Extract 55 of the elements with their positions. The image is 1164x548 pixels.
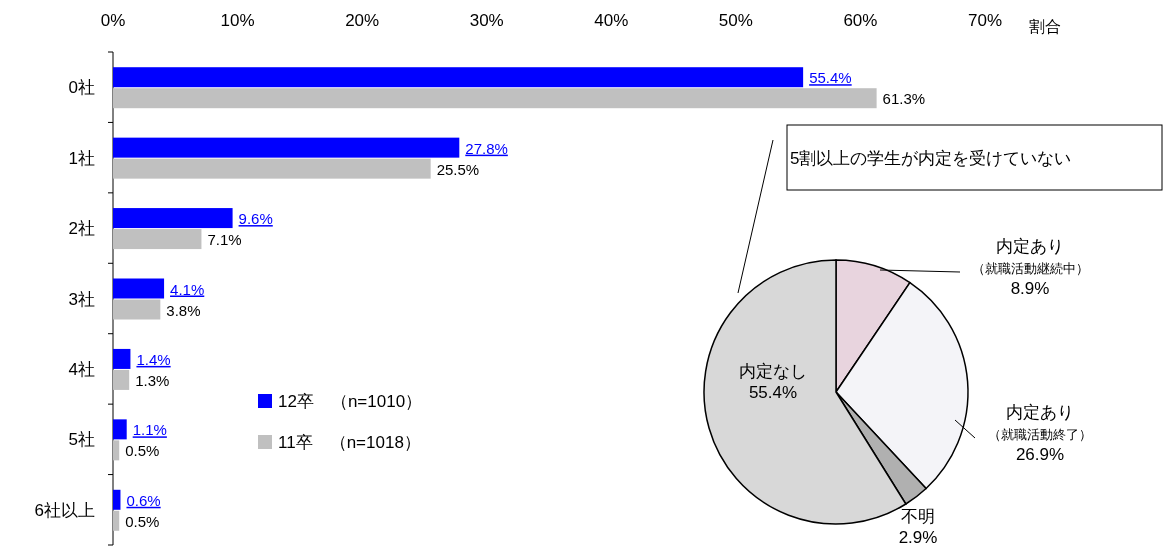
bar (113, 229, 202, 250)
data-label: 26.9% (1015, 445, 1065, 464)
y-tick-label: 6社以上 (34, 500, 95, 520)
data-label: 0.6% (126, 491, 161, 509)
annotation: 5割以上の学生が内定を受けていない (790, 149, 1072, 168)
slice-label: 不明 (901, 507, 935, 526)
data-label: 55.4% (809, 69, 852, 87)
bar (113, 278, 165, 299)
x-tick-label: 50% (718, 11, 753, 30)
data-label: 3.8% (166, 301, 201, 319)
bar (113, 67, 804, 88)
slice-label: 内定あり（就職活動終了） (988, 403, 1092, 442)
bar (113, 348, 131, 369)
bar (113, 137, 460, 158)
y-tick-label: 3社 (68, 289, 95, 309)
data-label: 4.1% (170, 280, 205, 298)
x-tick-label: 30% (469, 11, 504, 30)
y-tick-label: 2社 (68, 219, 95, 239)
bar (113, 510, 120, 531)
bar (113, 489, 121, 510)
bar (113, 88, 877, 109)
x-tick-label: 60% (843, 11, 878, 30)
slice-label: 内定あり（就職活動継続中） (971, 237, 1089, 276)
data-label: 8.9% (1010, 279, 1050, 298)
y-tick-label: 0社 (68, 78, 95, 98)
data-label: 7.1% (207, 231, 242, 249)
y-tick-label: 4社 (68, 359, 95, 379)
legend-label: 12卒 （n=1010） (278, 392, 423, 411)
bar (113, 369, 130, 390)
bar (113, 299, 161, 320)
data-label: 0.5% (125, 512, 160, 530)
data-label: 25.5% (436, 160, 480, 178)
x-tick-label: 20% (345, 11, 380, 30)
x-axis-title: 割合 (1029, 18, 1061, 35)
slice-label: 内定なし (739, 362, 807, 381)
data-label: 1.1% (132, 421, 167, 439)
data-label: 0.5% (125, 442, 160, 460)
data-label: 61.3% (882, 90, 926, 108)
legend-label: 11卒 （n=1018） (278, 433, 421, 452)
x-tick-label: 0% (100, 11, 126, 30)
y-tick-label: 1社 (68, 148, 95, 168)
data-label: 27.8% (465, 139, 508, 157)
data-label: 1.4% (136, 350, 171, 368)
x-tick-label: 10% (220, 11, 255, 30)
x-tick-label: 40% (594, 11, 629, 30)
data-label: 9.6% (238, 210, 273, 228)
bar (113, 440, 120, 461)
bar (113, 208, 233, 229)
data-label: 2.9% (898, 528, 938, 547)
x-tick-label: 70% (967, 11, 1003, 30)
data-label: 1.3% (135, 371, 170, 389)
bar (113, 158, 431, 179)
bar (113, 419, 127, 440)
data-label: 55.4% (748, 383, 798, 402)
y-tick-label: 5社 (68, 430, 95, 450)
